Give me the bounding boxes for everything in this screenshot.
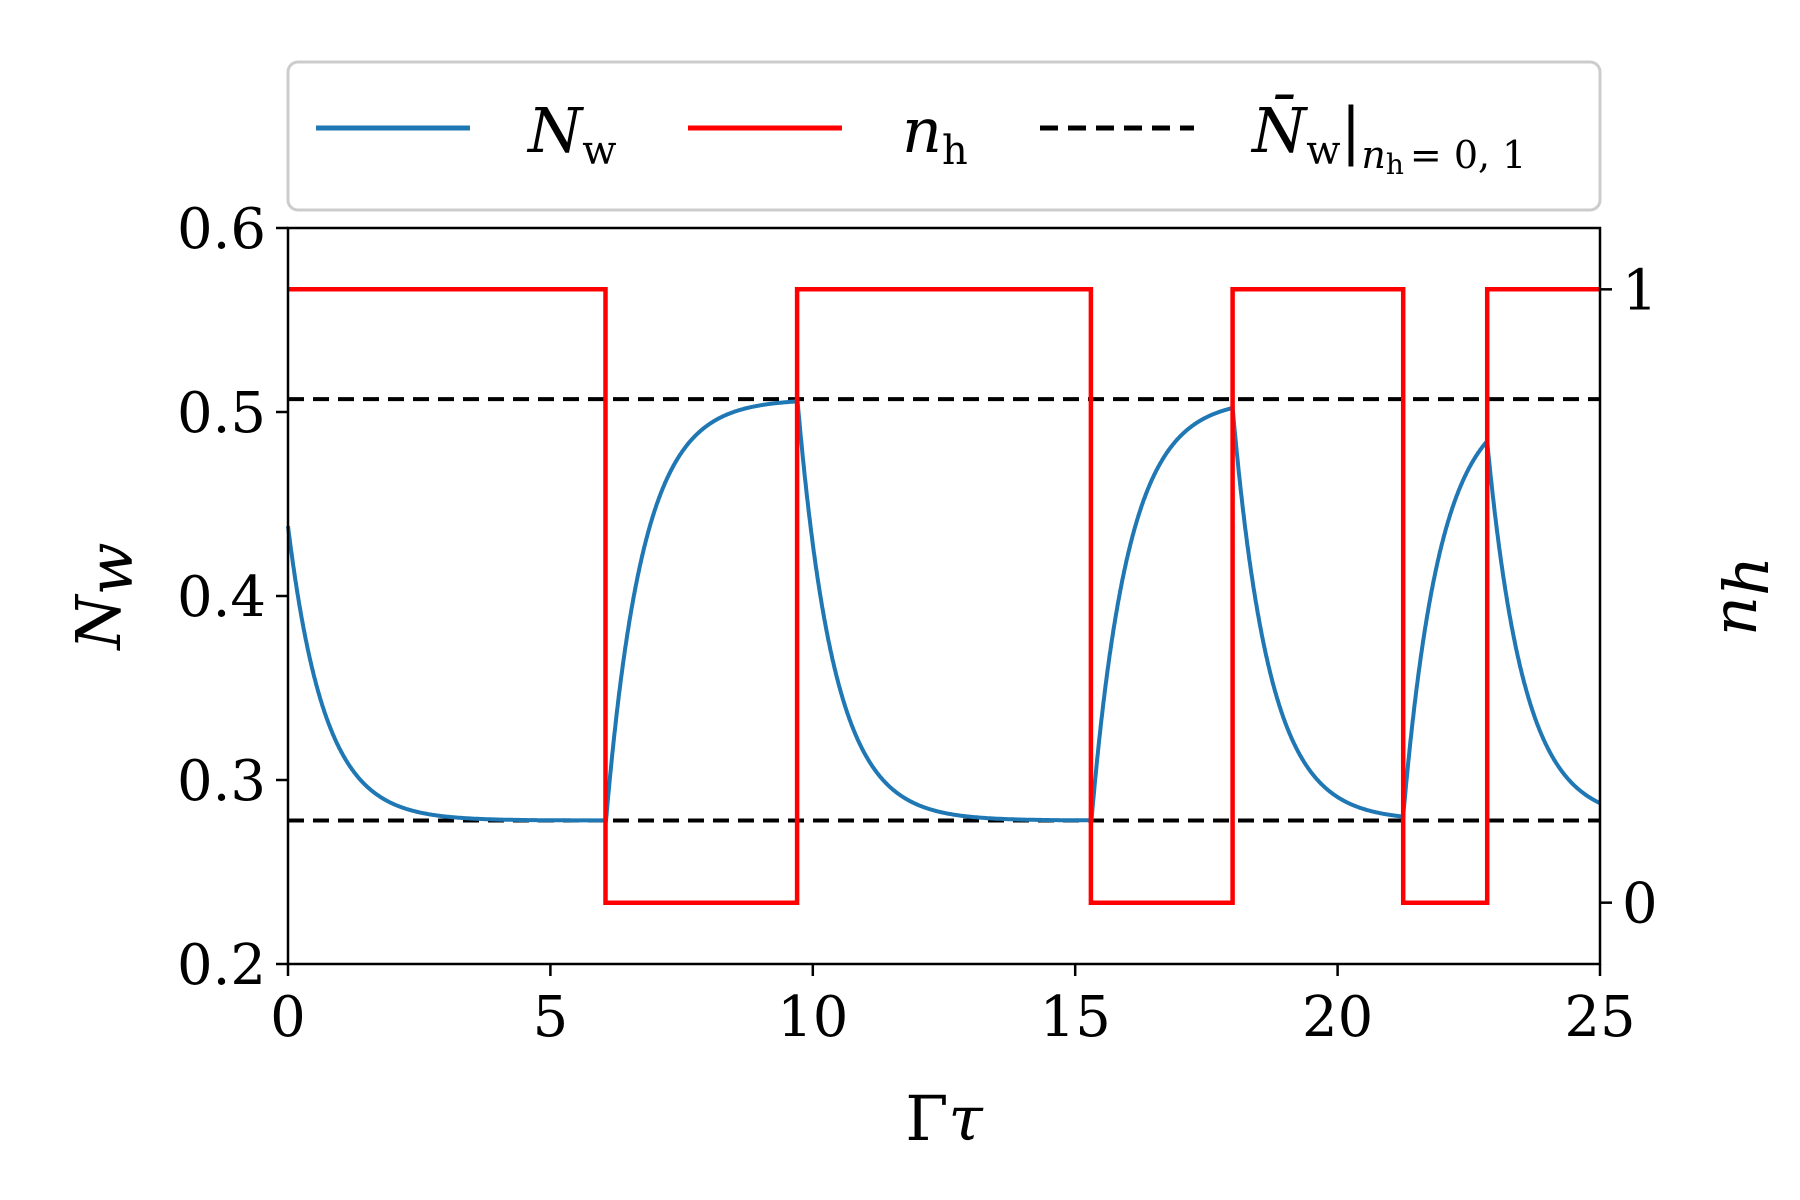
y-right-tick-label: 1 bbox=[1622, 258, 1658, 323]
legend-box bbox=[286, 60, 1602, 212]
x-tick-label: 0 bbox=[270, 985, 306, 1050]
x-tick-label: 10 bbox=[777, 985, 848, 1050]
y-left-tick-label: 0.3 bbox=[177, 749, 266, 814]
y-right-axis-ticks: 01 bbox=[1600, 258, 1658, 937]
x-axis-ticks: 0 5 10 15 20 25 bbox=[270, 964, 1636, 1050]
x-tick-label: 20 bbox=[1302, 985, 1373, 1050]
legend-label-mean: N̄w|nh = 0, 1 bbox=[1250, 94, 1526, 181]
series-nh-line bbox=[288, 287, 1600, 905]
x-tick-label: 25 bbox=[1564, 985, 1635, 1050]
x-tick-label: 5 bbox=[533, 985, 569, 1050]
legend-label-nh: nh bbox=[902, 94, 968, 174]
y-left-axis-title: Nw bbox=[62, 542, 147, 651]
series-nh bbox=[288, 287, 1600, 905]
y-right-axis-title: nh bbox=[1698, 556, 1783, 636]
y-left-tick-label: 0.5 bbox=[177, 381, 266, 446]
reference-lines bbox=[288, 397, 1600, 823]
y-left-tick-label: 0.4 bbox=[177, 565, 266, 630]
legend: Nw nh N̄w|nh = 0, 1 bbox=[286, 60, 1602, 212]
series-nw bbox=[286, 399, 1601, 823]
y-right-tick-label: 0 bbox=[1622, 872, 1658, 937]
legend-label-nw: Nw bbox=[526, 94, 617, 174]
x-axis-title: Γτ bbox=[905, 1082, 984, 1155]
y-left-tick-label: 0.6 bbox=[177, 197, 266, 262]
series-nw-line bbox=[286, 399, 1601, 823]
x-tick-label: 15 bbox=[1040, 985, 1111, 1050]
y-left-tick-label: 0.2 bbox=[177, 933, 266, 998]
y-left-axis-ticks: 0.2 0.3 0.4 0.5 0.6 bbox=[177, 197, 288, 998]
